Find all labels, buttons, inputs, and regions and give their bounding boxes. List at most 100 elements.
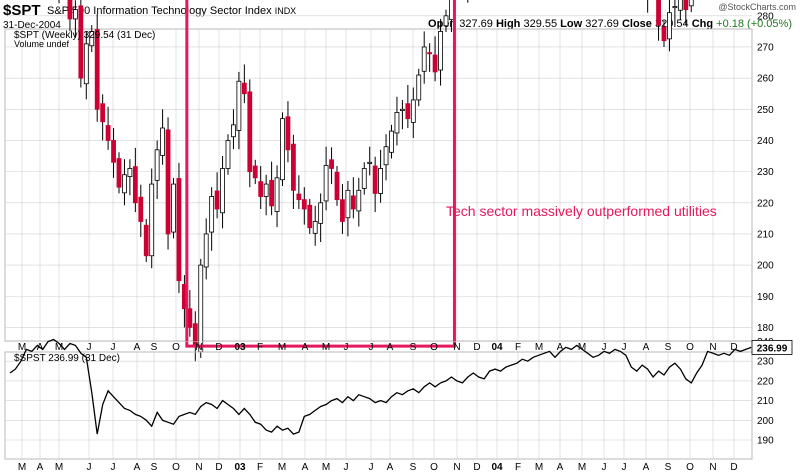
candle-body [83, 43, 89, 85]
candle-body [677, 0, 683, 11]
candle-body [399, 108, 405, 111]
x-tick-label: N [709, 342, 716, 353]
candle-body [247, 91, 253, 173]
upper-x-axis: M A M J J A S O N D 03 F M A M J J A S O N D 04 F M A M J J A S O N D [18, 342, 738, 353]
x-tick-label: M [278, 342, 286, 353]
x-tick-label: A [302, 462, 309, 473]
candle-body [149, 183, 155, 257]
candle-body [209, 196, 215, 233]
candle-body [280, 118, 285, 181]
candle-body [683, 0, 689, 10]
candle-body [296, 193, 302, 201]
x-tick-label: O [430, 462, 438, 473]
last-value-box [751, 340, 793, 355]
lower-last-value: 236.99 [751, 340, 793, 355]
x-tick-label: J [622, 342, 627, 353]
x-tick-label: A [643, 462, 650, 473]
x-tick-label: M [322, 462, 330, 473]
candle-body [214, 190, 220, 210]
candle-body [672, 6, 678, 9]
chg-label: Chg [691, 18, 714, 30]
candle-body [345, 189, 351, 219]
upper-y-tick-label: 240 [757, 136, 774, 147]
candle-body [67, 0, 73, 20]
x-tick-label: A [643, 342, 650, 353]
candle-body [661, 26, 667, 42]
x-tick-label: A [134, 342, 141, 353]
candle-body [138, 196, 144, 222]
last-value-text: 236.99 [757, 343, 788, 354]
candle-body [252, 165, 258, 179]
ohlc-summary: Open 327.69 High 329.55 Low 327.69 Close… [428, 18, 792, 30]
x-tick-label: 03 [234, 462, 246, 473]
upper-y-tick-label: 270 [757, 42, 774, 53]
upper-y-tick-label: 220 [757, 198, 774, 209]
candle-body [78, 5, 84, 79]
candle-body [198, 264, 204, 353]
candle-body [143, 224, 149, 257]
candle-body [171, 183, 176, 233]
x-tick-label: M [578, 342, 586, 353]
upper-frame [4, 28, 753, 342]
annotation-text: Tech sector massively outperformed utili… [446, 203, 717, 219]
candle-body [394, 112, 400, 134]
x-tick-label: F [257, 462, 263, 473]
candle-body [290, 143, 296, 191]
x-tick-label: S [151, 342, 158, 353]
x-tick-label: S [665, 342, 672, 353]
lower-y-tick-label: 230 [757, 357, 774, 368]
upper-panel: 1801902002102202302402502602702802903003… [4, 0, 774, 362]
open-label: Open [428, 18, 457, 30]
x-tick-label: J [111, 462, 116, 473]
candle-body [111, 140, 116, 163]
candle-body [312, 221, 318, 234]
x-tick-label: A [387, 462, 394, 473]
x-tick-label: J [369, 462, 374, 473]
lower-grid [5, 341, 752, 459]
x-tick-label: J [111, 342, 116, 353]
low-label: Low [560, 18, 583, 30]
candle-body [94, 29, 100, 110]
candle-body [154, 149, 160, 181]
x-tick-label: S [151, 462, 158, 473]
high-value: 329.55 [523, 18, 558, 30]
candle-body [116, 158, 122, 188]
candle-body [236, 80, 242, 131]
x-tick-label: M [535, 462, 543, 473]
x-tick-label: N [453, 462, 460, 473]
lower-legend: $SPST 236.99 (31 Dec) [14, 353, 120, 364]
x-tick-label: D [730, 342, 737, 353]
candle-body [225, 140, 231, 169]
candle-body [405, 103, 411, 120]
candle-body [127, 168, 133, 178]
x-tick-label: M [278, 462, 286, 473]
x-tick-label: D [473, 342, 480, 353]
x-tick-label: O [430, 342, 438, 353]
candle-body [274, 177, 280, 212]
candle-body [443, 15, 449, 27]
lower-x-axis: M A M J J A S O N D 03 F M A M J J A S O N D 04 F M A M J J A S O N D [18, 462, 738, 473]
candle-body [122, 174, 127, 194]
close-label: Close [621, 18, 652, 30]
candle-body [89, 30, 95, 47]
candle-body [361, 168, 367, 189]
x-tick-label: A [37, 462, 44, 473]
x-tick-label: D [215, 462, 222, 473]
x-tick-label: N [709, 462, 716, 473]
candle-body [667, 12, 672, 40]
candle-body [410, 99, 416, 123]
x-tick-label: N [453, 342, 460, 353]
x-tick-label: S [665, 462, 672, 473]
volume-label: Volume undef [14, 39, 70, 49]
chart-date: 31-Dec-2004 [3, 20, 61, 31]
x-tick-label: S [410, 462, 417, 473]
upper-y-tick-label: 250 [757, 105, 774, 116]
candle-body [176, 178, 182, 282]
x-tick-label: M [55, 462, 63, 473]
x-tick-label: A [302, 342, 309, 353]
upper-y-tick-label: 280 [757, 11, 774, 22]
candle-body [73, 9, 78, 20]
spst-series-line [9, 338, 752, 435]
x-tick-label: M [578, 462, 586, 473]
candle-body [416, 74, 422, 101]
